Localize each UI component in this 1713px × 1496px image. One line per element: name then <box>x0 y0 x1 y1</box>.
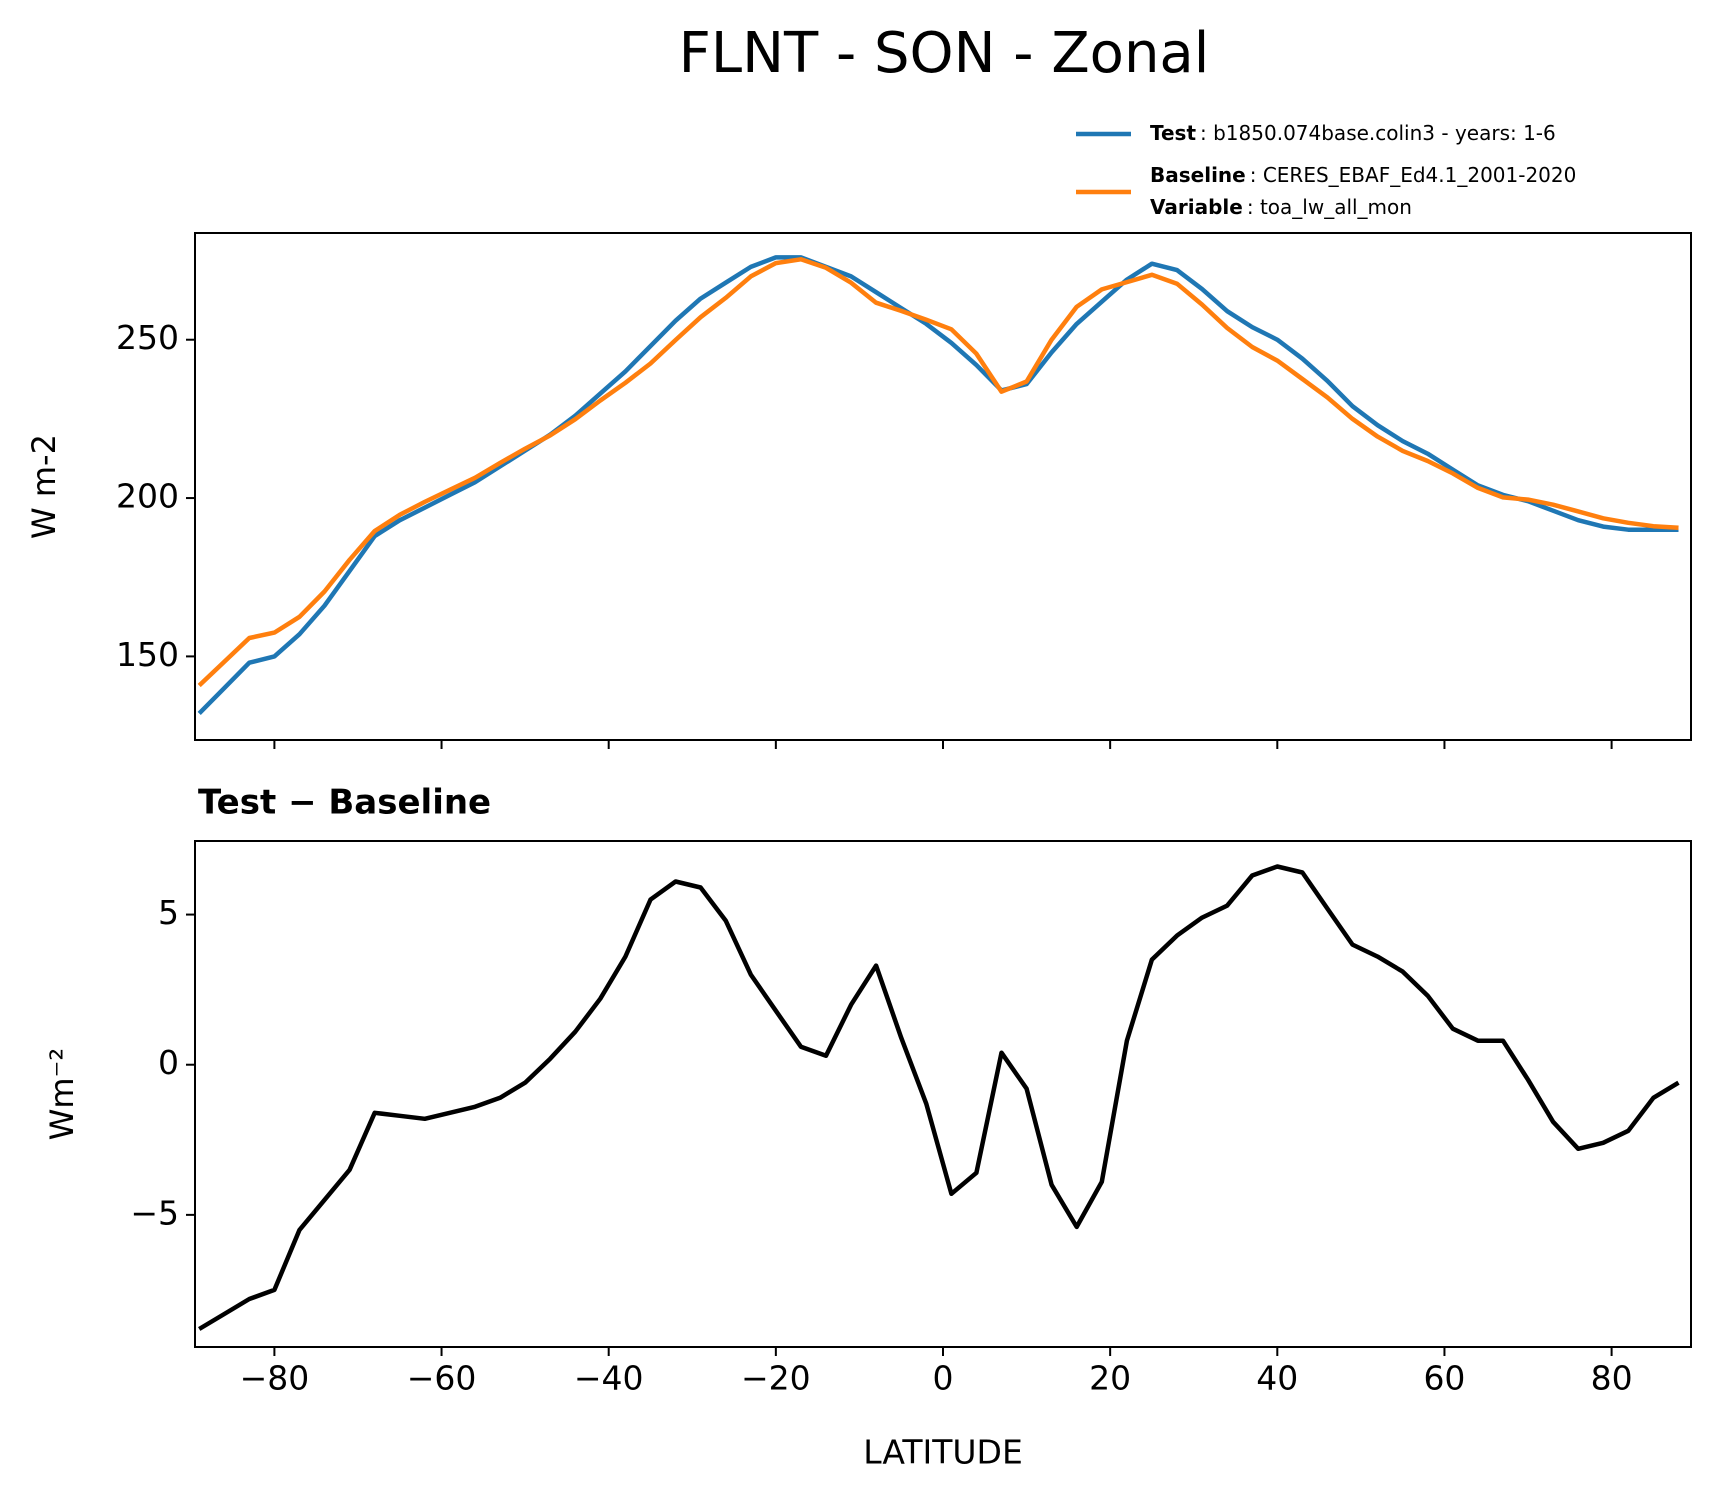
x-tick-label: −60 <box>407 1359 477 1398</box>
x-tick-label: −20 <box>741 1359 811 1398</box>
y-tick-label: 200 <box>116 477 179 516</box>
legend-name: Variable <box>1150 195 1243 219</box>
axes-frame <box>194 840 1692 1348</box>
y-axis-label: Wm⁻² <box>43 1048 81 1141</box>
y-tick-label: 5 <box>158 893 179 932</box>
legend-entry: Variable: toa_lw_all_mon <box>1150 195 1412 219</box>
x-axis-label: LATITUDE <box>863 1433 1023 1472</box>
x-tick-label: −80 <box>240 1359 310 1398</box>
y-tick-label: 0 <box>158 1043 179 1082</box>
y-axis-label: W m-2 <box>25 434 63 539</box>
axes-frame <box>194 232 1692 741</box>
y-tick-label: 250 <box>116 318 179 357</box>
legend-entry: Baseline: CERES_EBAF_Ed4.1_2001-2020 <box>1150 163 1576 187</box>
x-tick-label: 40 <box>1256 1359 1298 1398</box>
x-tick-label: 0 <box>933 1359 954 1398</box>
x-tick-label: 60 <box>1423 1359 1465 1398</box>
legend-entry: Test: b1850.074base.colin3 - years: 1-6 <box>1150 121 1556 145</box>
y-tick-label: −5 <box>130 1193 179 1232</box>
x-tick-label: 20 <box>1089 1359 1131 1398</box>
legend-description: : CERES_EBAF_Ed4.1_2001-2020 <box>1250 163 1577 187</box>
axes-title: Test − Baseline <box>198 783 491 823</box>
legend-description: : toa_lw_all_mon <box>1247 195 1412 219</box>
legend-name: Test <box>1150 121 1196 145</box>
x-tick-label: −40 <box>574 1359 644 1398</box>
legend-description: : b1850.074base.colin3 - years: 1-6 <box>1200 121 1556 145</box>
x-tick-label: 80 <box>1591 1359 1633 1398</box>
data-line <box>197 255 1679 715</box>
data-line <box>197 257 1679 688</box>
data-line <box>198 864 1680 1331</box>
figure-title: FLNT - SON - Zonal <box>679 21 1210 86</box>
y-tick-label: 150 <box>116 635 179 674</box>
legend-name: Baseline <box>1150 163 1246 187</box>
